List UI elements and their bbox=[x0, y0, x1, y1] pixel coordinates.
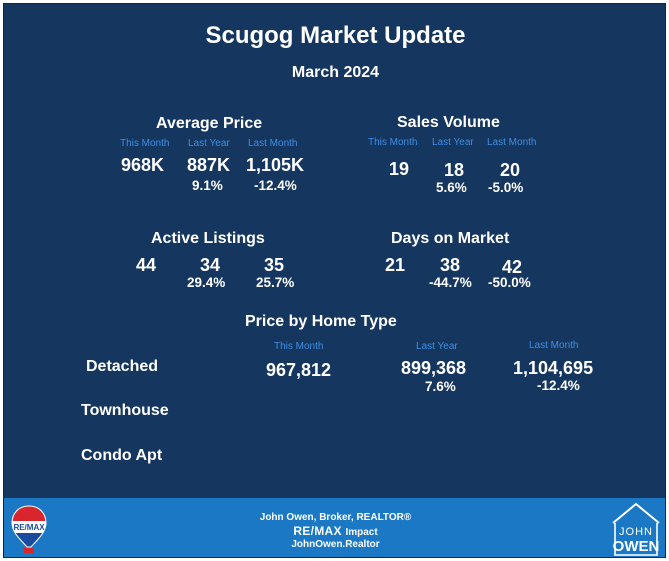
home-type-row-label: Condo Apt bbox=[81, 447, 163, 464]
home-type-title: Price by Home Type bbox=[245, 313, 397, 330]
average-price-title: Average Price bbox=[156, 115, 263, 132]
days-on-market-last-year-change: -44.7% bbox=[429, 275, 472, 290]
logo-john: JOHN bbox=[619, 526, 653, 538]
agent-name: John Owen, Broker, REALTOR® bbox=[259, 512, 412, 523]
average-price-last-year-change: 9.1% bbox=[192, 178, 223, 193]
sales-volume-last-month: 20 bbox=[500, 160, 521, 180]
average-price-this-month-label: This Month bbox=[120, 138, 170, 149]
home-type-row-label: Detached bbox=[86, 358, 159, 375]
average-price-last-year: 887K bbox=[187, 155, 231, 175]
detached-last-month-change: -12.4% bbox=[537, 378, 580, 393]
brokerage-brand: RE/MAX Impact bbox=[4, 524, 665, 538]
days-on-market-last-year: 38 bbox=[440, 255, 461, 275]
sales-volume-last-year-change: 5.6% bbox=[436, 180, 467, 195]
sales-volume-last-year: 18 bbox=[444, 160, 465, 180]
home-type-row-label: Townhouse bbox=[81, 402, 169, 419]
average-price-last-year-label: Last Year bbox=[188, 138, 230, 149]
average-price-last-month-label: Last Month bbox=[248, 138, 298, 149]
active-listings-last-year-change: 29.4% bbox=[187, 275, 226, 290]
sales-volume-this-month-label: This Month bbox=[368, 137, 418, 148]
page-title: Scugog Market Update bbox=[205, 22, 466, 49]
active-listings-this-month: 44 bbox=[136, 255, 157, 275]
brand-suffix: Impact bbox=[345, 527, 378, 538]
report-period: March 2024 bbox=[291, 64, 380, 81]
active-listings-last-month-change: 25.7% bbox=[256, 275, 295, 290]
detached-last-year-change: 7.6% bbox=[425, 379, 456, 394]
days-on-market-title: Days on Market bbox=[391, 230, 510, 247]
detached-last-year: 899,368 bbox=[401, 358, 467, 378]
remax-brand: RE/MAX bbox=[293, 524, 342, 538]
sales-volume-title: Sales Volume bbox=[397, 114, 500, 131]
detached-last-month: 1,104,695 bbox=[513, 358, 594, 378]
home-type-this-month-label: This Month bbox=[274, 341, 324, 352]
average-price-last-month: 1,105K bbox=[246, 155, 305, 175]
sales-volume-this-month: 19 bbox=[389, 159, 410, 179]
days-on-market-last-month: 42 bbox=[502, 257, 523, 277]
remax-balloon-icon: RE/MAX bbox=[11, 505, 47, 553]
days-on-market-last-month-change: -50.0% bbox=[488, 275, 531, 290]
market-update-card: Scugog Market Update March 2024 Average … bbox=[3, 3, 666, 558]
home-type-last-month-label: Last Month bbox=[529, 340, 579, 351]
detached-this-month: 967,812 bbox=[266, 360, 332, 380]
days-on-market-this-month: 21 bbox=[385, 255, 406, 275]
home-type-last-year-label: Last Year bbox=[416, 341, 458, 352]
remax-badge-text: RE/MAX bbox=[13, 523, 45, 532]
active-listings-title: Active Listings bbox=[151, 230, 265, 247]
sales-volume-last-year-label: Last Year bbox=[432, 137, 474, 148]
logo-owen: OWEN bbox=[613, 538, 660, 555]
agent-website[interactable]: JohnOwen.Realtor bbox=[291, 539, 380, 550]
sales-volume-last-month-label: Last Month bbox=[487, 137, 537, 148]
average-price-last-month-change: -12.4% bbox=[254, 178, 297, 193]
house-outline-icon: JOHN OWEN bbox=[612, 502, 660, 556]
sales-volume-last-month-change: -5.0% bbox=[488, 180, 524, 195]
active-listings-last-year: 34 bbox=[200, 255, 221, 275]
active-listings-last-month: 35 bbox=[264, 255, 285, 275]
average-price-this-month: 968K bbox=[121, 155, 165, 175]
footer-bar: RE/MAX John Owen, Broker, REALTOR® RE/MA… bbox=[4, 498, 665, 557]
